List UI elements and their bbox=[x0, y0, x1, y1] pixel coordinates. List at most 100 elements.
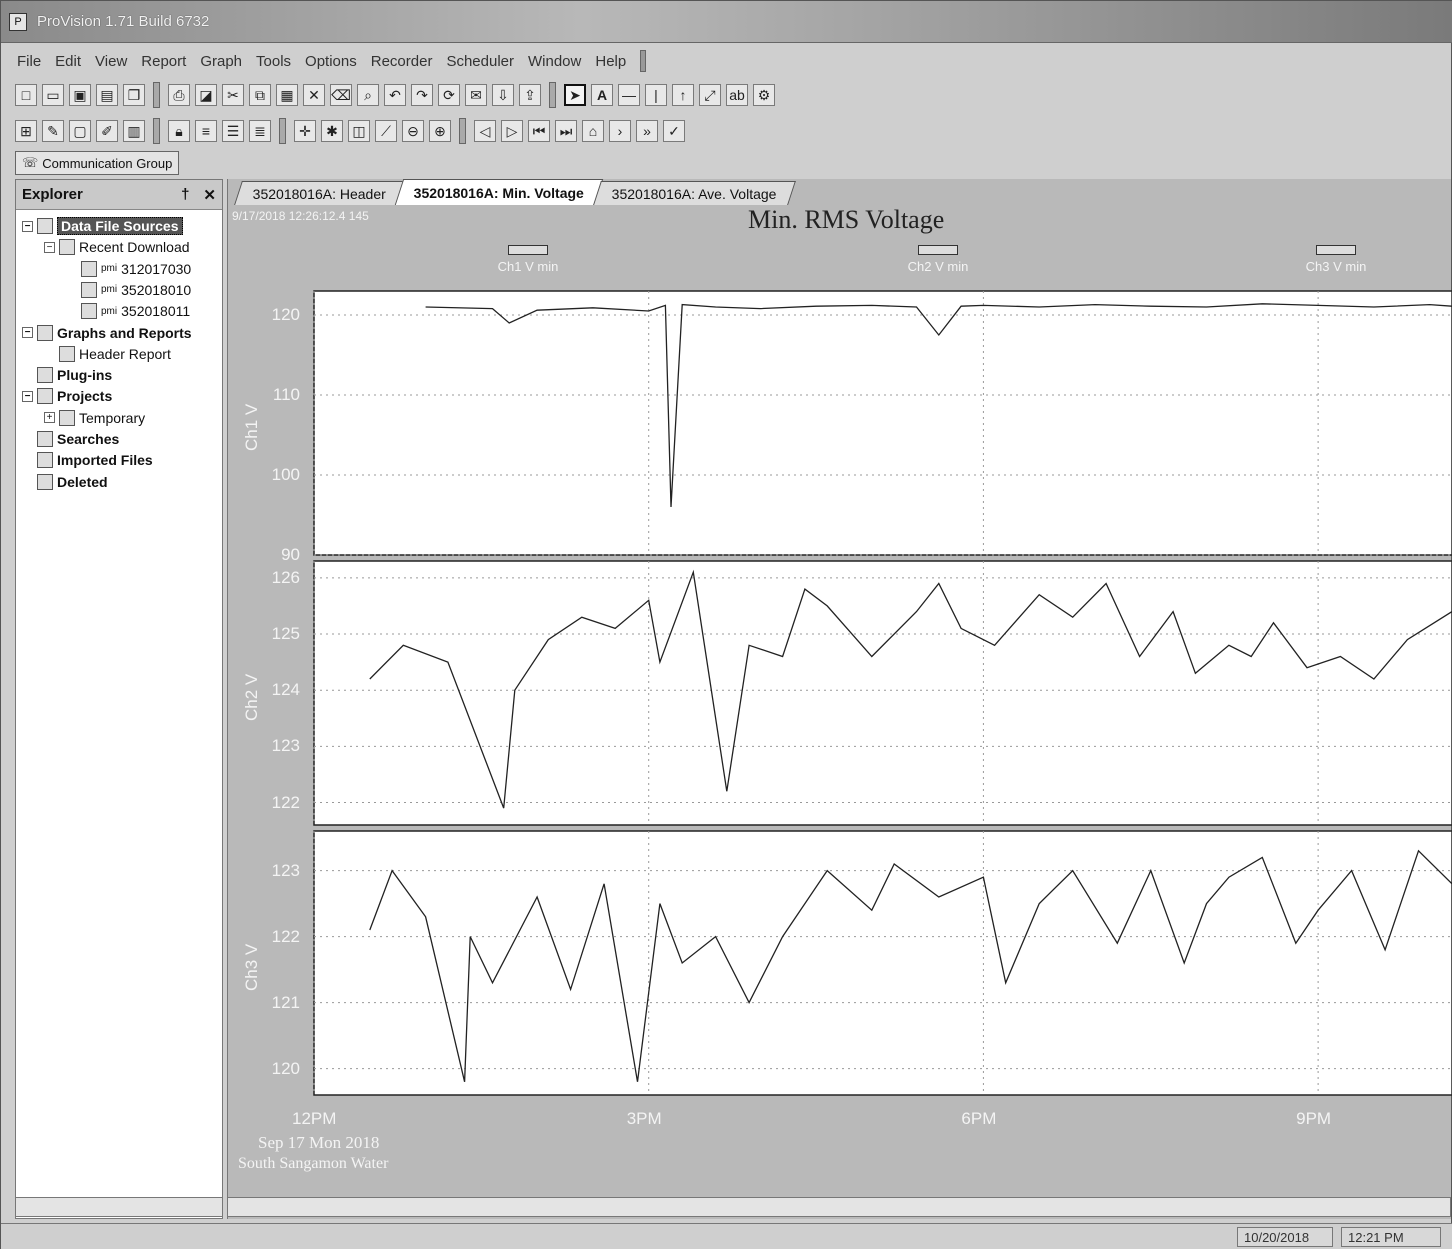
marker-icon[interactable]: ✱ bbox=[321, 120, 343, 142]
align-right-icon[interactable]: ≣ bbox=[249, 120, 271, 142]
pointer-arrow-icon[interactable]: ➤ bbox=[564, 84, 586, 106]
text-tool-icon[interactable]: A bbox=[591, 84, 613, 106]
collapse-icon[interactable]: − bbox=[44, 241, 55, 253]
new-icon[interactable]: □ bbox=[15, 84, 37, 106]
redo-icon[interactable]: ↷ bbox=[411, 84, 433, 106]
properties-icon[interactable]: ⚙ bbox=[753, 84, 775, 106]
menu-file[interactable]: File bbox=[17, 52, 42, 70]
menu-report[interactable]: Report bbox=[141, 52, 187, 70]
find-icon[interactable]: ⌕ bbox=[357, 84, 379, 106]
lock-icon[interactable]: 🔒︎ bbox=[168, 120, 190, 142]
collapse-icon[interactable]: − bbox=[22, 327, 33, 338]
open-folder-icon[interactable]: ▭ bbox=[42, 84, 64, 106]
save-all-icon[interactable]: ▤ bbox=[96, 84, 118, 106]
expand-icon[interactable]: + bbox=[44, 412, 55, 424]
app-icon: P bbox=[9, 12, 27, 31]
tree-item[interactable]: − Graphs and Reports bbox=[22, 323, 192, 343]
zoom-in-icon[interactable]: ⊕ bbox=[429, 120, 451, 142]
menu-scheduler[interactable]: Scheduler bbox=[446, 52, 514, 70]
zoom-icon[interactable]: ⤢ bbox=[699, 84, 721, 106]
copy-icon[interactable]: ⧉ bbox=[249, 84, 271, 106]
gr-icon bbox=[37, 324, 53, 341]
align-center-icon[interactable]: ☰ bbox=[222, 120, 244, 142]
save-icon[interactable]: ▣ bbox=[69, 84, 91, 106]
y-tick-label: 126 bbox=[271, 567, 300, 587]
copy-window-icon[interactable]: ❐ bbox=[123, 84, 145, 106]
menu-tools[interactable]: Tools bbox=[256, 52, 292, 70]
end-icon[interactable]: » bbox=[636, 120, 658, 142]
y-tick-label: 100 bbox=[271, 465, 300, 484]
tools-icon[interactable]: ✎ bbox=[42, 120, 64, 142]
collapse-icon[interactable]: − bbox=[22, 390, 33, 402]
tree-item[interactable]: Header Report bbox=[44, 344, 171, 364]
menu-help[interactable]: Help bbox=[595, 52, 627, 70]
arrow-up-icon[interactable]: ↑ bbox=[672, 84, 694, 106]
horizontal-line-icon[interactable]: — bbox=[618, 84, 640, 106]
tree-item[interactable]: − Data File Sources bbox=[22, 216, 183, 236]
align-icon[interactable]: ≡ bbox=[195, 120, 217, 142]
first-icon[interactable]: ⏮︎ bbox=[528, 120, 550, 142]
back-icon[interactable]: ◁ bbox=[474, 120, 496, 142]
tree-item[interactable]: Plug-ins bbox=[22, 365, 112, 385]
footer-site: South Sangamon Water bbox=[238, 1155, 389, 1172]
tree-item[interactable]: − Recent Download bbox=[44, 237, 190, 257]
pin-icon[interactable]: † bbox=[181, 186, 190, 203]
communication-group-button[interactable]: ☏ Communication Group bbox=[15, 151, 180, 175]
x-tick-label: 9PM bbox=[1296, 1109, 1332, 1128]
menu-recorder[interactable]: Recorder bbox=[370, 52, 433, 70]
report-icon[interactable]: ▥ bbox=[123, 120, 145, 142]
explorer-horizontal-scrollbar[interactable] bbox=[15, 1197, 223, 1217]
menu-view[interactable]: View bbox=[95, 52, 128, 70]
y-tick-label: 120 bbox=[271, 1058, 300, 1078]
home-icon[interactable]: ⌂ bbox=[582, 120, 604, 142]
fo-icon bbox=[59, 409, 75, 426]
chart-svg[interactable] bbox=[228, 179, 1452, 1219]
menu-window[interactable]: Window bbox=[528, 52, 582, 70]
pen-icon[interactable]: ✐ bbox=[96, 120, 118, 142]
tree-item[interactable]: pmi 312017030 bbox=[66, 259, 191, 279]
scale-icon[interactable]: ⟋ bbox=[375, 120, 397, 142]
cursor-cross-icon[interactable]: ✛ bbox=[294, 120, 316, 142]
menu-options[interactable]: Options bbox=[305, 52, 357, 70]
print-icon[interactable]: ⎙ bbox=[168, 84, 190, 106]
refresh-icon[interactable]: ⟳ bbox=[438, 84, 460, 106]
series-line-2 bbox=[369, 569, 1452, 809]
clear-icon[interactable]: ⌫ bbox=[330, 84, 352, 106]
spell-check-icon[interactable]: ab bbox=[726, 84, 748, 106]
export-icon[interactable]: ⇪ bbox=[519, 84, 541, 106]
forward-icon[interactable]: ▷ bbox=[501, 120, 523, 142]
last-icon[interactable]: ⏭︎ bbox=[555, 120, 577, 142]
undo-icon[interactable]: ↶ bbox=[384, 84, 406, 106]
delete-icon[interactable]: ✕ bbox=[303, 84, 325, 106]
cut-icon[interactable]: ✂ bbox=[222, 84, 244, 106]
y-tick-label: 121 bbox=[271, 992, 300, 1012]
tree-item[interactable]: pmi 352018011 bbox=[66, 301, 190, 321]
layers-icon[interactable]: ◫ bbox=[348, 120, 370, 142]
legend-entry: Ch3 V min bbox=[1286, 245, 1386, 274]
tree-item[interactable]: − Projects bbox=[22, 386, 112, 406]
tree-item[interactable]: + Temporary bbox=[44, 408, 145, 428]
toolbar-separator bbox=[279, 118, 286, 144]
tree-item[interactable]: pmi 352018010 bbox=[66, 280, 191, 300]
check-icon[interactable]: ✓ bbox=[663, 120, 685, 142]
de-icon bbox=[37, 473, 53, 490]
collapse-icon[interactable]: − bbox=[22, 220, 33, 232]
email-icon[interactable]: ✉ bbox=[465, 84, 487, 106]
tree-item[interactable]: Searches bbox=[22, 429, 119, 449]
graph-horizontal-scrollbar[interactable] bbox=[227, 1197, 1451, 1217]
rep-icon bbox=[59, 345, 75, 362]
next-icon[interactable]: › bbox=[609, 120, 631, 142]
print-preview-icon[interactable]: ◪ bbox=[195, 84, 217, 106]
zoom-out-icon[interactable]: ⊖ bbox=[402, 120, 424, 142]
window-icon[interactable]: ▢ bbox=[69, 120, 91, 142]
close-icon[interactable]: ✕ bbox=[203, 186, 216, 204]
download-icon[interactable]: ⇩ bbox=[492, 84, 514, 106]
vertical-line-icon[interactable]: | bbox=[645, 84, 667, 106]
tree-item[interactable]: Deleted bbox=[22, 472, 108, 492]
y-tick-label: 123 bbox=[271, 860, 300, 880]
tree-item[interactable]: Imported Files bbox=[22, 450, 153, 470]
menu-edit[interactable]: Edit bbox=[55, 52, 82, 70]
grid-icon[interactable]: ⊞ bbox=[15, 120, 37, 142]
menu-graph[interactable]: Graph bbox=[200, 52, 243, 70]
paste-icon[interactable]: ▦ bbox=[276, 84, 298, 106]
